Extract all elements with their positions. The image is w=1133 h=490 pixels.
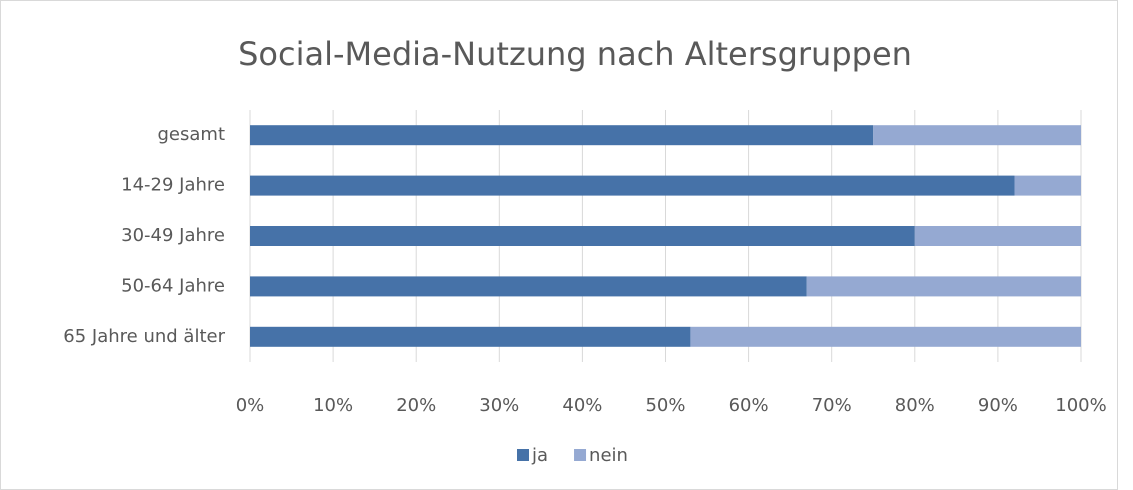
x-tick-label: 0% bbox=[236, 395, 265, 416]
y-tick-label: 50-64 Jahre bbox=[121, 275, 225, 296]
bar-segment bbox=[250, 276, 807, 297]
x-tick-label: 40% bbox=[562, 395, 602, 416]
bar-segment bbox=[250, 226, 915, 246]
legend-swatch bbox=[574, 449, 587, 461]
x-tick-label: 60% bbox=[729, 395, 769, 416]
x-tick-label: 90% bbox=[978, 395, 1018, 416]
bar-segment bbox=[873, 125, 1081, 146]
bar-segment bbox=[250, 326, 691, 347]
bar-segment bbox=[806, 276, 1081, 297]
y-tick-label: 14-29 Jahre bbox=[121, 175, 225, 196]
bar-segment bbox=[250, 125, 874, 146]
legend-label: nein bbox=[589, 445, 628, 466]
bar-segment bbox=[690, 326, 1081, 347]
chart-title: Social-Media-Nutzung nach Altersgruppen bbox=[238, 35, 912, 73]
legend-label: ja bbox=[531, 445, 548, 466]
x-tick-label: 100% bbox=[1055, 395, 1106, 416]
x-tick-label: 80% bbox=[895, 395, 935, 416]
legend-swatch bbox=[517, 449, 529, 461]
bar-segment bbox=[1014, 175, 1081, 196]
y-tick-label: gesamt bbox=[158, 124, 226, 145]
y-tick-label: 65 Jahre und älter bbox=[63, 326, 225, 347]
x-tick-label: 10% bbox=[313, 395, 353, 416]
x-tick-label: 50% bbox=[645, 395, 685, 416]
y-tick-label: 30-49 Jahre bbox=[121, 225, 225, 246]
bar-segment bbox=[914, 226, 1081, 246]
bar-segment bbox=[250, 175, 1015, 196]
x-tick-label: 70% bbox=[812, 395, 852, 416]
x-tick-label: 30% bbox=[479, 395, 519, 416]
x-tick-label: 20% bbox=[396, 395, 436, 416]
